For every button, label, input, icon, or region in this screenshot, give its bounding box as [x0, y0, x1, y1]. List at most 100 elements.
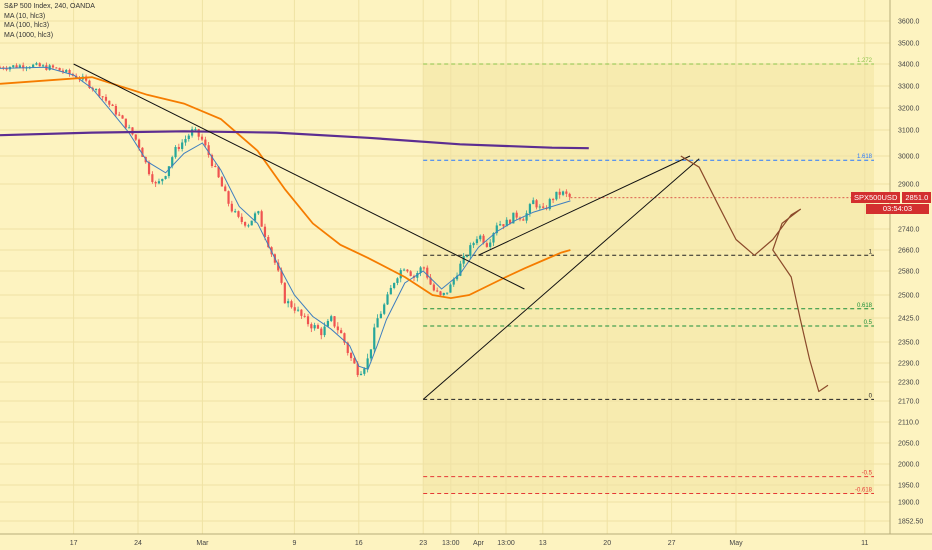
candle-body — [151, 174, 154, 183]
price-tick-label: 2050.0 — [898, 441, 920, 448]
fib-level-label: 1.272 — [857, 58, 873, 64]
candle-body — [359, 373, 363, 376]
candle-body — [532, 200, 535, 205]
candle-body — [177, 147, 180, 149]
candle-body — [217, 166, 220, 178]
trendline — [478, 155, 691, 256]
symbol-label: SPX500USD — [851, 192, 901, 203]
price-tick-label: 2660.0 — [898, 248, 920, 255]
candle-body — [111, 104, 114, 106]
price-tick-label: 2350.0 — [898, 340, 920, 347]
candle-body — [41, 65, 45, 67]
candle-body — [220, 177, 224, 187]
candle-body — [207, 145, 210, 155]
time-tick-label: Mar — [196, 540, 209, 547]
candle-body — [389, 287, 392, 295]
price-tick-label: 2500.0 — [898, 293, 920, 300]
candle-body — [356, 363, 359, 376]
candle-body — [161, 178, 164, 182]
price-tick-label: 3200.0 — [898, 106, 920, 113]
time-tick-label: 13 — [539, 540, 547, 547]
candle-body — [68, 69, 71, 75]
candle-body — [181, 142, 184, 149]
candle-body — [114, 105, 118, 115]
candle-body — [61, 70, 65, 73]
price-tick-label: 2740.0 — [898, 227, 920, 234]
candle-body — [108, 100, 111, 105]
fib-zone-box — [423, 64, 874, 494]
candle-body — [267, 236, 270, 248]
price-tick-label: 3500.0 — [898, 41, 920, 48]
time-tick-label: 27 — [668, 540, 676, 547]
legend-ma100[interactable]: MA (100, hlc3) — [4, 22, 50, 29]
candle-body — [320, 328, 323, 336]
candle-body — [323, 326, 326, 336]
candle-body — [462, 256, 465, 264]
candle-body — [452, 279, 455, 285]
candle-body — [174, 147, 177, 158]
price-tick-label: 2580.0 — [898, 269, 920, 276]
price-tick-label: 3600.0 — [898, 19, 920, 26]
candle-body — [131, 127, 134, 135]
candle-body — [204, 139, 207, 146]
price-tick-label: 2110.0 — [898, 420, 919, 427]
candle-body — [157, 181, 161, 184]
candle-body — [552, 199, 555, 201]
price-tick-label: 2230.0 — [898, 380, 920, 387]
candle-body — [475, 239, 479, 244]
candle-body — [234, 211, 237, 213]
candle-body — [353, 358, 356, 364]
candle-body — [138, 139, 141, 148]
time-axis[interactable]: 17 24 Mar 9 16 23 13:00 Apr 13:00 13 20 27 May 11 — [70, 540, 869, 547]
price-tick-label: 1852.50 — [898, 519, 923, 526]
legend-ma1000[interactable]: MA (1000, hlc3) — [4, 31, 54, 39]
candle-body — [48, 65, 51, 70]
candle-body — [436, 290, 439, 292]
candle-body — [94, 89, 98, 91]
candle-body — [495, 225, 498, 234]
candle-body — [147, 162, 151, 175]
fib-level-label: 0.618 — [857, 303, 873, 309]
candle-body — [51, 65, 55, 68]
candle-body — [502, 224, 505, 227]
candle-body — [538, 206, 541, 208]
legend-ma10[interactable]: MA (10, hlc3) — [4, 12, 46, 20]
fib-level-label: 0 — [869, 393, 873, 399]
candle-body — [439, 291, 442, 296]
candle-body — [214, 166, 217, 168]
candle-body — [290, 301, 293, 308]
time-tick-label: 23 — [419, 540, 427, 547]
candle-body — [18, 65, 21, 68]
candle-body — [243, 222, 247, 226]
candle-body — [535, 200, 538, 208]
candle-body — [343, 333, 346, 343]
ma100-line — [0, 76, 571, 300]
fib-level-label: 1.618 — [857, 154, 873, 160]
candle-body — [200, 136, 204, 140]
candle-body — [237, 211, 240, 217]
candle-body — [167, 166, 171, 177]
candle-body — [38, 63, 41, 67]
candle-body — [465, 255, 469, 257]
time-tick-label: 13:00 — [497, 540, 515, 547]
candle-body — [12, 65, 15, 68]
candle-body — [455, 275, 459, 280]
candle-body — [253, 213, 257, 221]
candle-body — [194, 129, 197, 131]
fib-level-label: 1 — [869, 249, 873, 255]
candle-body — [283, 282, 286, 304]
candle-body — [210, 154, 214, 167]
candle-body — [349, 352, 353, 359]
candle-body — [58, 67, 61, 71]
candle-body — [386, 294, 389, 305]
candle-body — [525, 213, 528, 221]
candle-body — [287, 301, 290, 304]
price-axis[interactable]: 3600.0 3500.0 3400.0 3300.0 3200.0 3100.0 3000… — [898, 19, 923, 526]
time-tick-label: 9 — [292, 540, 296, 547]
candle-body — [376, 318, 379, 328]
candle-body — [419, 267, 422, 274]
candle-body — [134, 134, 137, 140]
candle-body — [472, 243, 475, 246]
candle-body — [171, 157, 174, 167]
